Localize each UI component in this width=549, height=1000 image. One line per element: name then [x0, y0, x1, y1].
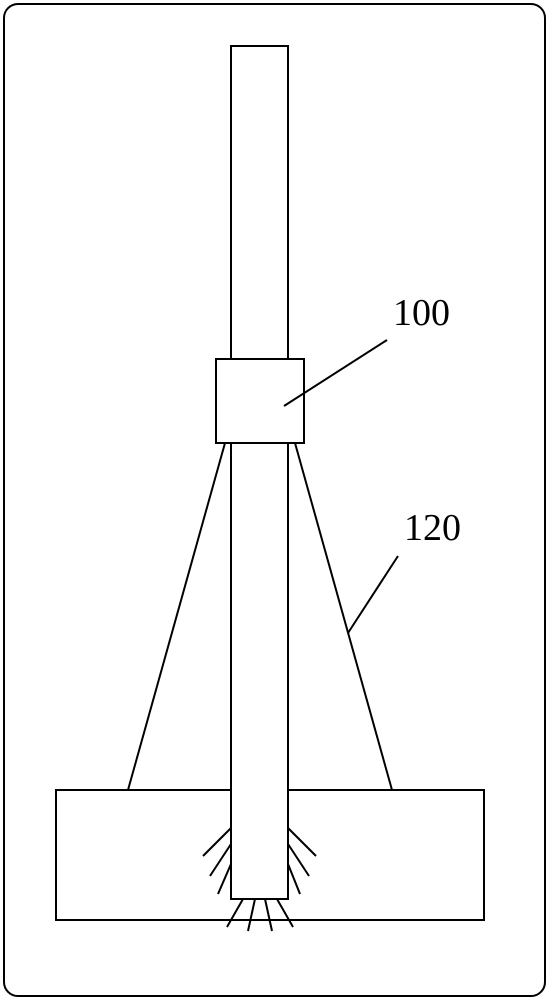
label-120: 120	[404, 507, 461, 549]
left-strut-120	[128, 443, 225, 790]
leader-line-120	[348, 556, 398, 633]
right-strut-120	[295, 443, 392, 790]
pole-lower-segment	[231, 443, 288, 899]
pole-upper-segment	[231, 46, 288, 359]
label-100: 100	[393, 292, 450, 334]
technical-diagram: 100 120	[0, 0, 549, 1000]
